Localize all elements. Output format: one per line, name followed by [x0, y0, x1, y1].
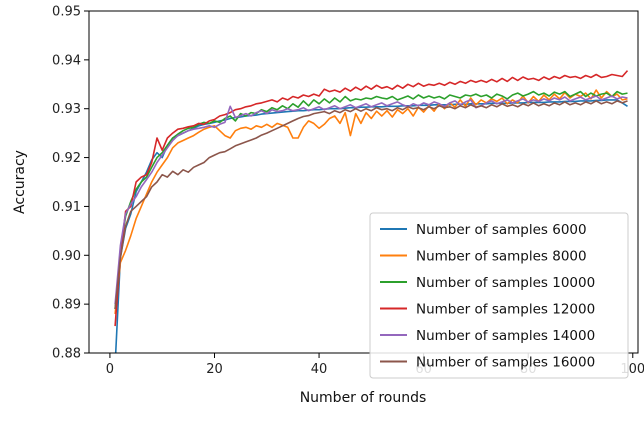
legend-box — [369, 212, 629, 379]
x-axis-label: Number of rounds — [300, 390, 427, 406]
legend-label: Number of samples 8000 — [416, 249, 587, 265]
series-line-4 — [114, 70, 629, 327]
x-tick-label: 40 — [311, 362, 328, 377]
y-axis-label: Accuracy — [12, 150, 28, 214]
y-tick-label: 0.91 — [52, 200, 81, 215]
legend-label: Number of samples 14000 — [416, 328, 595, 344]
legend-label: Number of samples 10000 — [416, 275, 595, 291]
series-line-2 — [114, 89, 628, 314]
y-tick-label: 0.95 — [52, 5, 81, 20]
legend-label: Number of samples 12000 — [416, 302, 595, 318]
plot-frame — [88, 10, 639, 354]
series-layer — [114, 70, 629, 353]
y-tick-label: 0.90 — [52, 249, 81, 264]
y-tick-label: 0.89 — [52, 298, 81, 313]
y-tick-label: 0.88 — [52, 347, 81, 362]
legend-label: Number of samples 6000 — [416, 222, 587, 238]
series-line-6 — [114, 100, 628, 310]
y-axis: 0.88 0.89 0.90 0.91 0.92 0.93 0.94 0.95 — [52, 5, 89, 362]
y-tick-label: 0.94 — [52, 53, 81, 68]
legend-label: Number of samples 16000 — [416, 355, 595, 371]
legend: Number of samples 6000 Number of samples … — [369, 212, 629, 379]
x-tick-label: 20 — [206, 362, 223, 377]
y-tick-label: 0.93 — [52, 102, 81, 117]
x-tick-label: 0 — [106, 362, 114, 377]
y-tick-label: 0.92 — [52, 151, 81, 166]
series-line-5 — [114, 95, 628, 305]
